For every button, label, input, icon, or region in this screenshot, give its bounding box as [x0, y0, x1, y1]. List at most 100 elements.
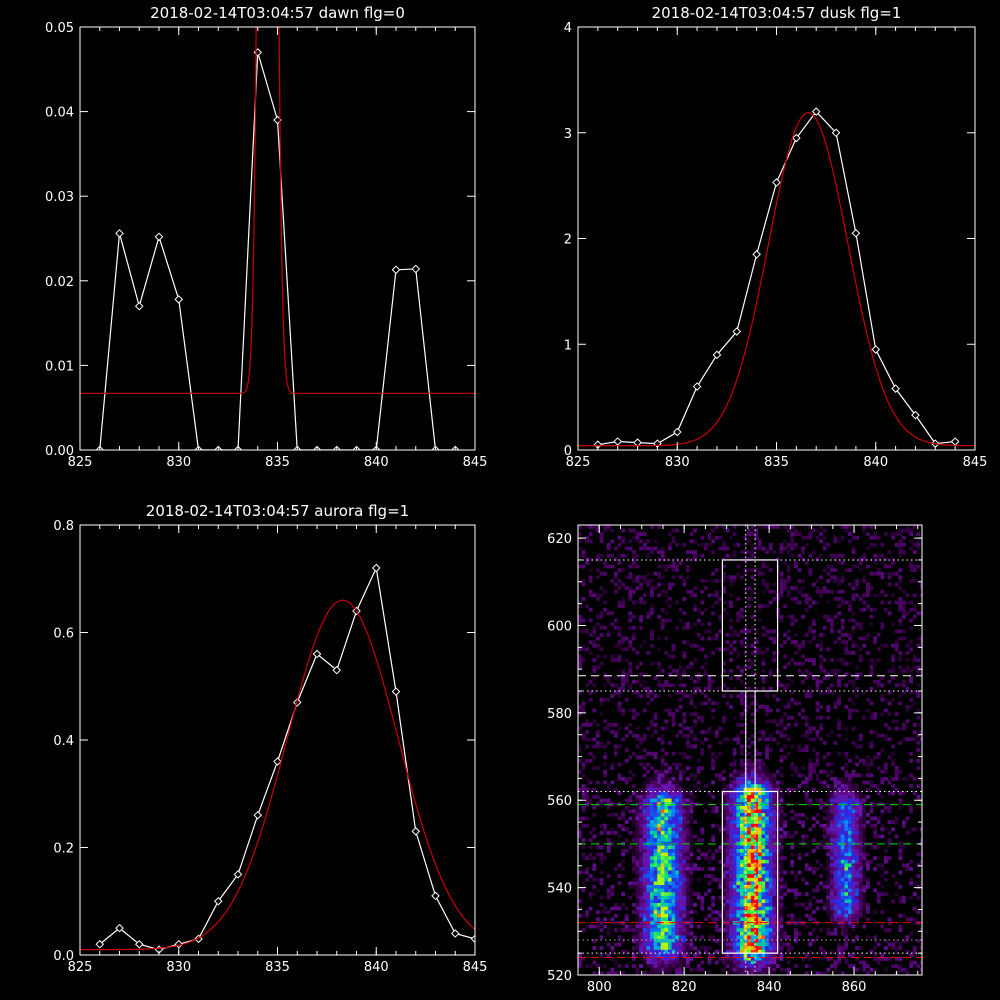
- data-point-8: [732, 327, 742, 336]
- x-tick-label-2: 830: [166, 455, 191, 470]
- data-point-12: [312, 649, 322, 659]
- chart-panel-4: 800 820 840 860 520 540 560 580 600 620: [547, 524, 923, 995]
- data-point-8: [233, 870, 243, 879]
- chart-title: 2018-02-14T03:04:57 dawn flg=0: [150, 4, 405, 22]
- data-point-13: [332, 665, 342, 675]
- data-point-9: [752, 250, 761, 259]
- y-tick-label-2: 0.2: [53, 842, 74, 857]
- x-tick-label-2: 830: [166, 960, 191, 975]
- y-tick-label-4: 0.03: [45, 190, 74, 205]
- data-point-9: [253, 810, 263, 820]
- data-point-19: [450, 929, 460, 938]
- data-point-12: [811, 107, 821, 116]
- x-tick-label-2: 830: [665, 455, 690, 470]
- data-point-2: [115, 923, 124, 933]
- x-tick-label-4: 840: [863, 455, 888, 470]
- y-tick-label-4: 580: [547, 707, 572, 722]
- data-point-16: [391, 265, 401, 275]
- axes-frame: [577, 26, 976, 451]
- data-point-16: [891, 384, 900, 393]
- data-line: [597, 110, 956, 446]
- x-tick-label-1: 825: [566, 455, 591, 470]
- data-point-10: [772, 178, 781, 187]
- axes-frame: [577, 524, 923, 976]
- chart-panel-3: 825 830 835 840 845 0.0 0.2 0.4 0.6 0.8 2018-02-14…: [53, 502, 487, 975]
- chart-title: 2018-02-14T03:04:57 dusk flg=1: [652, 4, 902, 22]
- x-tick-label-3: 835: [764, 455, 789, 470]
- chart-title: 2018-02-14T03:04:57 aurora flg=1: [146, 502, 409, 520]
- y-tick-label-2: 0.01: [45, 359, 74, 374]
- y-tick-label-4: 0.6: [53, 627, 74, 642]
- x-tick-label-2: 820: [672, 980, 697, 995]
- data-point-3: [633, 438, 642, 447]
- data-point-13: [831, 128, 841, 138]
- data-point-17: [411, 264, 421, 274]
- y-tick-label-3: 560: [547, 794, 572, 809]
- y-tick-label-1: 0.0: [53, 949, 74, 964]
- data-point-15: [871, 345, 881, 354]
- fit-curve: [80, 27, 475, 394]
- data-point-19: [950, 437, 960, 446]
- axes-frame: [79, 26, 476, 451]
- data-point-20: [470, 934, 475, 944]
- data-point-9: [253, 48, 263, 57]
- data-line: [99, 565, 475, 951]
- data-point-16: [391, 687, 401, 696]
- chart-panel-2: 825 830 835 840 845 0 1 2 3 4 2018-02-14T03:04:57 …: [564, 4, 988, 470]
- data-point-5: [174, 295, 184, 304]
- data-point-10: [273, 757, 282, 766]
- x-tick-label-3: 835: [265, 960, 290, 975]
- y-tick-label-5: 0.04: [45, 106, 74, 121]
- x-tick-label-4: 860: [842, 980, 867, 995]
- x-tick-label-4: 840: [364, 455, 389, 470]
- data-point-3: [134, 939, 144, 949]
- data-point-4: [154, 232, 164, 242]
- x-tick-label-3: 840: [757, 980, 782, 995]
- region-box-2: [721, 790, 779, 954]
- y-tick-label-1: 0.00: [45, 444, 74, 459]
- data-point-15: [371, 563, 381, 573]
- y-tick-label-1: 0: [564, 444, 572, 459]
- x-tick-label-1: 825: [68, 455, 93, 470]
- plot-area: [578, 525, 922, 975]
- y-tick-label-6: 0.05: [45, 21, 74, 36]
- data-point-11: [792, 133, 801, 143]
- x-tick-label-1: 825: [68, 960, 93, 975]
- y-tick-label-6: 620: [547, 532, 572, 547]
- data-point-17: [911, 410, 920, 420]
- y-tick-label-1: 520: [547, 969, 572, 984]
- data-point-2: [613, 437, 623, 446]
- data-point-7: [712, 350, 722, 360]
- heatmap-image: [578, 525, 922, 975]
- data-point-17: [411, 827, 421, 836]
- y-tick-label-2: 1: [564, 338, 572, 353]
- chart-panel-1: 825 830 835 840 845 0.00 0.01 0.02 0.03 0.04 0.05 2…: [45, 4, 488, 470]
- region-box-1: [721, 559, 779, 692]
- x-tick-label-5: 845: [963, 455, 988, 470]
- y-tick-label-5: 0.8: [53, 519, 74, 534]
- y-tick-label-3: 2: [564, 233, 572, 248]
- x-tick-label-4: 840: [364, 960, 389, 975]
- plot-area: [80, 563, 475, 954]
- data-line: [99, 52, 456, 450]
- data-point-1: [95, 939, 105, 949]
- data-point-3: [134, 301, 144, 311]
- fit-curve: [80, 599, 475, 951]
- data-point-14: [851, 228, 861, 238]
- x-tick-label-3: 835: [265, 455, 290, 470]
- data-point-2: [115, 229, 124, 238]
- data-point-6: [692, 382, 702, 391]
- y-tick-label-5: 600: [547, 619, 572, 634]
- plot-area: [80, 27, 475, 450]
- x-tick-label-5: 845: [463, 455, 488, 470]
- x-tick-label-5: 845: [463, 960, 488, 975]
- x-tick-label-1: 800: [587, 980, 612, 995]
- y-tick-label-2: 540: [547, 882, 572, 897]
- y-tick-label-4: 3: [564, 127, 572, 142]
- plot-area: [578, 107, 975, 450]
- data-point-7: [213, 896, 223, 906]
- axes-frame: [79, 524, 476, 956]
- fit-curve: [578, 112, 975, 447]
- data-point-5: [672, 427, 682, 437]
